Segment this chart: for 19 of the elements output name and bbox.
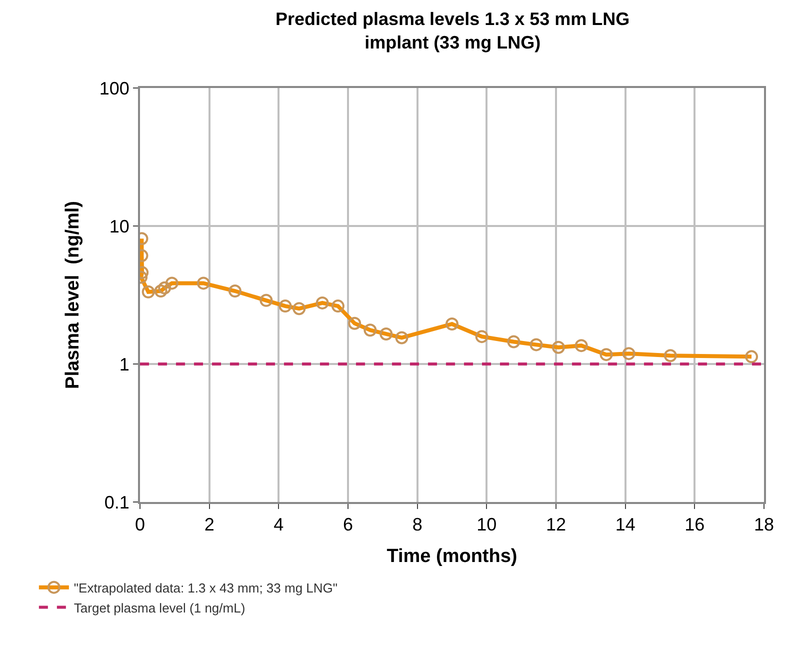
legend-label: "Extrapolated data: 1.3 x 43 mm; 33 mg LNG" — [74, 580, 338, 596]
x-axis-title: Time (months) — [386, 546, 518, 567]
x-tick-label: 4 — [274, 514, 284, 535]
y-tick-label: 100 — [99, 78, 130, 98]
x-tick-label: 16 — [684, 514, 705, 535]
chart-title: Predicted plasma levels 1.3 x 53 mm LNG implant (33 mg LNG) — [275, 8, 630, 52]
x-tick-label: 6 — [342, 514, 354, 535]
x-tick-label: 18 — [754, 514, 774, 535]
x-tick-label: 12 — [546, 514, 566, 535]
y-tick-label: 10 — [109, 216, 130, 236]
x-tick-label: 0 — [134, 514, 146, 535]
x-tick-label: 10 — [476, 514, 497, 535]
x-tick-label: 2 — [204, 514, 214, 535]
y-axis-title: Plasma level (ng/ml) — [62, 201, 84, 389]
x-tick-label: 14 — [615, 514, 636, 535]
y-tick-label: 0.1 — [104, 492, 130, 512]
y-tick-label: 1 — [119, 354, 130, 374]
legend-label: Target plasma level (1 ng/mL) — [74, 600, 246, 616]
x-tick-label: 8 — [412, 514, 422, 535]
